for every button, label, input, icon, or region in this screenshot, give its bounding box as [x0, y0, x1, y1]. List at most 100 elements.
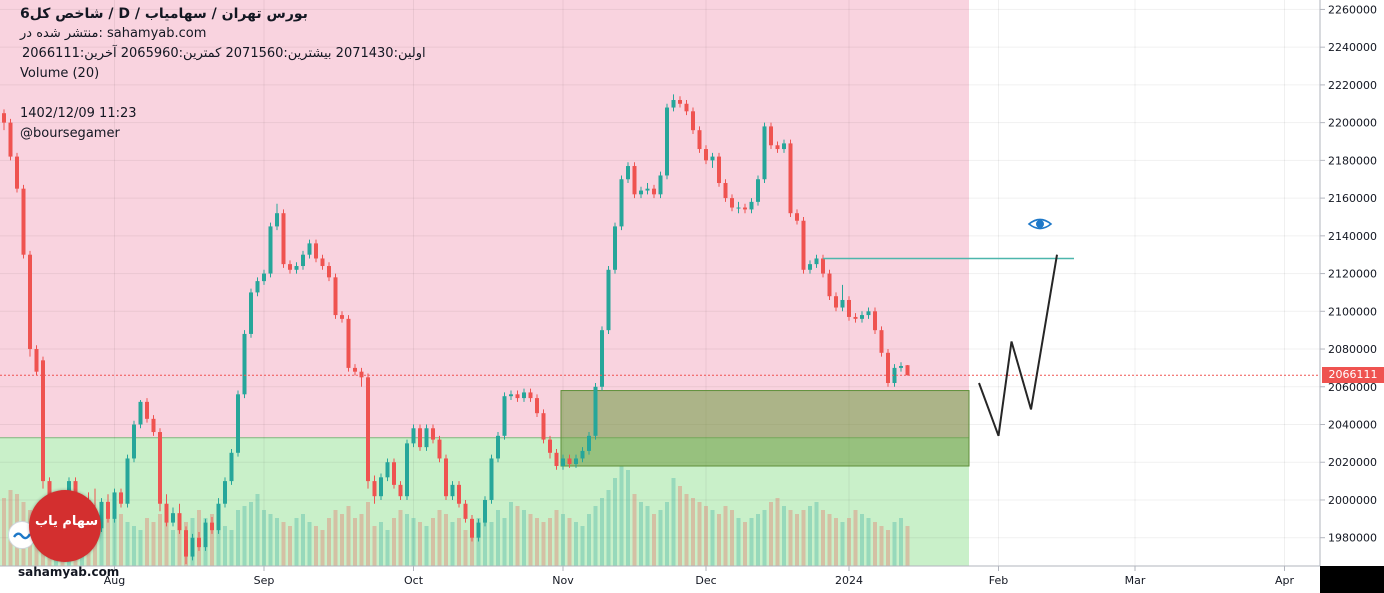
- candle[interactable]: [905, 364, 910, 376]
- candle-body[interactable]: [795, 213, 799, 221]
- candle-body[interactable]: [866, 311, 871, 316]
- candle-body[interactable]: [398, 484, 403, 497]
- candle[interactable]: [723, 179, 728, 202]
- candle-body[interactable]: [320, 258, 325, 267]
- candle-body[interactable]: [853, 316, 858, 319]
- candle-body[interactable]: [678, 99, 682, 104]
- candle-body[interactable]: [775, 145, 780, 150]
- candle-body[interactable]: [574, 458, 578, 465]
- candle-body[interactable]: [600, 330, 604, 387]
- candle-body[interactable]: [691, 111, 695, 131]
- candle[interactable]: [340, 311, 344, 323]
- candle-body[interactable]: [236, 394, 240, 453]
- candle[interactable]: [242, 330, 247, 399]
- candle[interactable]: [678, 96, 682, 108]
- candle[interactable]: [424, 424, 429, 451]
- candle[interactable]: [509, 390, 513, 400]
- candle-body[interactable]: [145, 401, 149, 419]
- candle[interactable]: [775, 141, 780, 153]
- candle[interactable]: [541, 409, 546, 444]
- candle[interactable]: [398, 481, 403, 500]
- candle-body[interactable]: [483, 499, 487, 523]
- candle-body[interactable]: [801, 220, 806, 270]
- candle[interactable]: [827, 269, 832, 300]
- candle[interactable]: [119, 488, 123, 508]
- candle-body[interactable]: [788, 143, 793, 214]
- candle[interactable]: [236, 390, 240, 457]
- candle-body[interactable]: [138, 401, 143, 425]
- candle[interactable]: [418, 424, 422, 451]
- candle[interactable]: [385, 458, 390, 482]
- candle-body[interactable]: [333, 277, 338, 316]
- candle[interactable]: [756, 175, 760, 206]
- candle-body[interactable]: [632, 166, 637, 195]
- candle[interactable]: [528, 388, 533, 402]
- candle[interactable]: [697, 126, 702, 153]
- candle[interactable]: [626, 162, 630, 184]
- candle-body[interactable]: [197, 537, 201, 548]
- candle-body[interactable]: [489, 458, 494, 500]
- candle[interactable]: [548, 435, 552, 459]
- candle[interactable]: [684, 99, 689, 116]
- projection-path[interactable]: [978, 254, 1058, 437]
- candle-body[interactable]: [379, 477, 383, 497]
- candle-body[interactable]: [873, 311, 877, 331]
- candle[interactable]: [658, 171, 663, 199]
- candle-body[interactable]: [509, 394, 513, 397]
- candle-body[interactable]: [366, 377, 370, 482]
- candle-body[interactable]: [782, 143, 786, 150]
- candle[interactable]: [879, 326, 884, 357]
- candle[interactable]: [164, 494, 169, 527]
- candle-body[interactable]: [899, 366, 903, 368]
- candle[interactable]: [294, 262, 299, 274]
- candle-body[interactable]: [34, 349, 39, 372]
- demand-zone-rect[interactable]: [560, 390, 970, 467]
- candle-body[interactable]: [457, 484, 461, 504]
- candle[interactable]: [769, 122, 773, 150]
- candle[interactable]: [730, 194, 734, 212]
- candle[interactable]: [392, 458, 396, 489]
- candle-body[interactable]: [190, 537, 195, 557]
- candle[interactable]: [899, 362, 903, 372]
- candle[interactable]: [801, 216, 806, 274]
- candle-body[interactable]: [340, 315, 344, 319]
- candle[interactable]: [307, 239, 312, 259]
- candle[interactable]: [782, 139, 786, 153]
- candle[interactable]: [450, 481, 455, 500]
- candle-body[interactable]: [385, 462, 390, 478]
- candle-body[interactable]: [769, 126, 773, 146]
- annotations[interactable]: [0, 218, 1320, 437]
- candle[interactable]: [554, 449, 559, 470]
- candle[interactable]: [132, 420, 136, 463]
- candle[interactable]: [301, 250, 305, 270]
- candle[interactable]: [288, 260, 292, 274]
- candle-body[interactable]: [2, 113, 6, 123]
- candle-body[interactable]: [593, 386, 598, 436]
- candle-body[interactable]: [684, 103, 689, 112]
- candle-body[interactable]: [658, 175, 663, 195]
- candle[interactable]: [21, 184, 26, 259]
- candle[interactable]: [184, 526, 188, 565]
- candle-body[interactable]: [444, 458, 448, 497]
- candle-body[interactable]: [424, 428, 429, 448]
- candle-body[interactable]: [567, 458, 572, 465]
- candle[interactable]: [444, 454, 448, 500]
- candle-body[interactable]: [223, 481, 227, 504]
- candle-body[interactable]: [723, 183, 728, 199]
- candle-body[interactable]: [580, 450, 585, 459]
- candle-body[interactable]: [665, 107, 669, 176]
- candle[interactable]: [736, 201, 741, 214]
- candle[interactable]: [535, 394, 539, 417]
- candle-body[interactable]: [814, 258, 819, 265]
- candle[interactable]: [886, 349, 890, 387]
- candle-body[interactable]: [834, 296, 838, 308]
- candle[interactable]: [600, 326, 604, 391]
- candle-body[interactable]: [606, 269, 611, 331]
- candle[interactable]: [158, 428, 162, 512]
- candle-body[interactable]: [372, 481, 377, 497]
- candle[interactable]: [171, 507, 175, 527]
- candle[interactable]: [229, 449, 234, 485]
- candle-body[interactable]: [496, 435, 500, 459]
- candle[interactable]: [632, 162, 637, 199]
